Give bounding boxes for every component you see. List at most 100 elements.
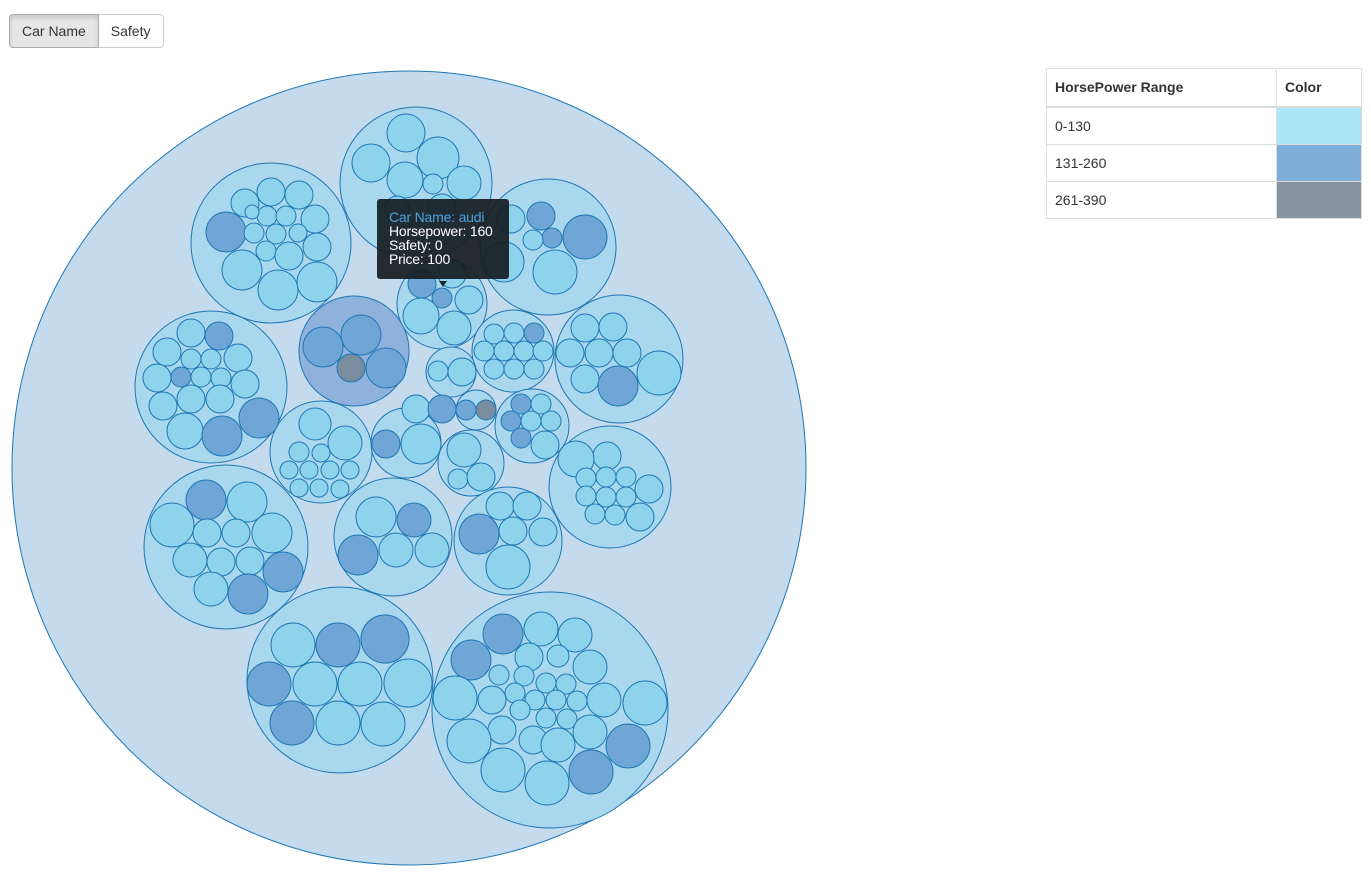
car-bubble[interactable] xyxy=(320,460,340,480)
car-bubble[interactable] xyxy=(498,516,528,546)
car-bubble[interactable] xyxy=(396,502,432,538)
car-bubble[interactable] xyxy=(556,708,578,730)
car-bubble[interactable] xyxy=(446,165,482,201)
car-bubble[interactable] xyxy=(289,478,309,498)
car-bubble[interactable] xyxy=(255,240,277,262)
car-bubble[interactable] xyxy=(595,466,617,488)
car-bubble[interactable] xyxy=(288,223,308,243)
car-bubble[interactable] xyxy=(532,340,554,362)
car-bubble[interactable] xyxy=(488,664,510,686)
safety-button[interactable]: Safety xyxy=(98,14,164,48)
car-bubble[interactable] xyxy=(447,357,477,387)
car-bubble[interactable] xyxy=(315,622,361,668)
car-bubble[interactable] xyxy=(330,479,350,499)
car-bubble[interactable] xyxy=(541,227,563,249)
car-bubble[interactable] xyxy=(309,478,329,498)
car-bubble[interactable] xyxy=(458,513,500,555)
car-bubble[interactable] xyxy=(482,613,524,655)
car-bubble[interactable] xyxy=(355,496,397,538)
car-bubble[interactable] xyxy=(292,661,338,707)
car-bubble[interactable] xyxy=(256,177,286,207)
car-bubble[interactable] xyxy=(612,338,642,368)
car-bubble[interactable] xyxy=(414,532,450,568)
car-bubble[interactable] xyxy=(480,747,526,793)
car-bubble[interactable] xyxy=(402,297,440,335)
car-bubble[interactable] xyxy=(185,479,227,521)
car-bubble[interactable] xyxy=(337,534,379,576)
car-bubble[interactable] xyxy=(512,491,542,521)
car-bubble[interactable] xyxy=(365,347,407,389)
car-bubble[interactable] xyxy=(586,682,622,718)
car-bubble[interactable] xyxy=(524,689,546,711)
car-bubble[interactable] xyxy=(557,617,593,653)
car-bubble[interactable] xyxy=(503,322,525,344)
car-bubble[interactable] xyxy=(200,348,222,370)
car-bubble[interactable] xyxy=(528,517,558,547)
car-bubble[interactable] xyxy=(487,715,517,745)
car-bubble[interactable] xyxy=(148,391,178,421)
car-bubble[interactable] xyxy=(244,204,260,220)
car-bubble[interactable] xyxy=(427,360,449,382)
car-bubble[interactable] xyxy=(566,690,588,712)
car-name-button[interactable]: Car Name xyxy=(9,14,99,48)
car-bubble[interactable] xyxy=(226,481,268,523)
car-bubble[interactable] xyxy=(615,466,637,488)
car-bubble[interactable] xyxy=(584,338,614,368)
car-bubble[interactable] xyxy=(523,358,545,380)
car-bubble[interactable] xyxy=(568,749,614,795)
car-bubble[interactable] xyxy=(360,701,406,747)
car-bubble[interactable] xyxy=(622,680,668,726)
car-bubble[interactable] xyxy=(540,410,562,432)
car-bubble[interactable] xyxy=(401,394,431,424)
car-bubble[interactable] xyxy=(337,661,383,707)
car-bubble[interactable] xyxy=(483,358,505,380)
car-bubble[interactable] xyxy=(327,425,363,461)
car-bubble[interactable] xyxy=(636,350,682,396)
car-bubble[interactable] xyxy=(378,532,414,568)
car-bubble[interactable] xyxy=(454,285,484,315)
car-bubble[interactable] xyxy=(371,429,401,459)
car-bubble[interactable] xyxy=(270,622,316,668)
car-bubble[interactable] xyxy=(572,649,608,685)
car-bubble[interactable] xyxy=(265,223,287,245)
car-bubble[interactable] xyxy=(227,573,269,615)
car-bubble[interactable] xyxy=(275,205,297,227)
car-bubble[interactable] xyxy=(446,718,492,764)
car-bubble[interactable] xyxy=(256,205,278,227)
car-bubble[interactable] xyxy=(625,502,655,532)
car-bubble[interactable] xyxy=(427,394,457,424)
car-bubble[interactable] xyxy=(176,384,206,414)
car-bubble[interactable] xyxy=(597,365,639,407)
car-bubble[interactable] xyxy=(201,415,243,457)
car-bubble[interactable] xyxy=(509,699,531,721)
car-bubble[interactable] xyxy=(485,491,515,521)
car-bubble[interactable] xyxy=(204,321,234,351)
car-bubble[interactable] xyxy=(513,340,535,362)
car-bubble[interactable] xyxy=(284,180,314,210)
car-bubble[interactable] xyxy=(315,700,361,746)
car-bubble[interactable] xyxy=(262,551,304,593)
car-bubble[interactable] xyxy=(530,430,560,460)
car-bubble[interactable] xyxy=(475,399,497,421)
car-bubble[interactable] xyxy=(230,369,260,399)
car-bubble[interactable] xyxy=(383,658,433,708)
car-bubble[interactable] xyxy=(170,366,192,388)
car-bubble[interactable] xyxy=(193,571,229,607)
car-bubble[interactable] xyxy=(473,340,495,362)
car-bubble[interactable] xyxy=(555,673,577,695)
car-bubble[interactable] xyxy=(360,614,410,664)
car-bubble[interactable] xyxy=(570,313,600,343)
car-bubble[interactable] xyxy=(432,675,478,721)
car-bubble[interactable] xyxy=(235,546,265,576)
car-bubble[interactable] xyxy=(524,760,570,806)
car-bubble[interactable] xyxy=(221,518,251,548)
car-bubble[interactable] xyxy=(532,249,578,295)
car-bubble[interactable] xyxy=(526,201,556,231)
car-bubble[interactable] xyxy=(340,314,382,356)
car-bubble[interactable] xyxy=(485,544,531,590)
car-bubble[interactable] xyxy=(386,161,424,199)
car-bubble[interactable] xyxy=(190,366,212,388)
car-bubble[interactable] xyxy=(246,661,292,707)
car-bubble[interactable] xyxy=(598,312,628,342)
car-bubble[interactable] xyxy=(523,611,559,647)
